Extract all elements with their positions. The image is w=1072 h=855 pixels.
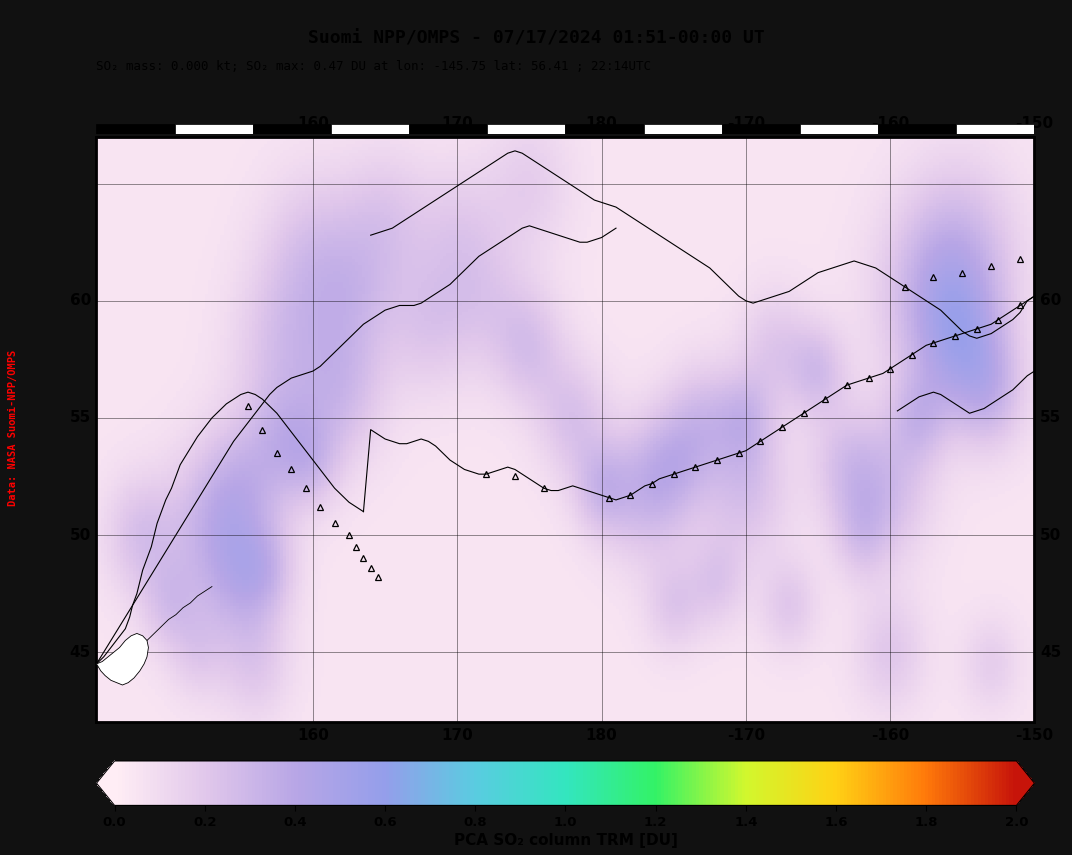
Text: SO₂ mass: 0.000 kt; SO₂ max: 0.47 DU at lon: -145.75 lat: 56.41 ; 22:14UTC: SO₂ mass: 0.000 kt; SO₂ max: 0.47 DU at … — [96, 60, 652, 73]
Bar — [253, 124, 331, 134]
Text: -170: -170 — [727, 728, 765, 743]
PathPatch shape — [1016, 761, 1034, 805]
Text: 45: 45 — [1040, 645, 1061, 660]
Text: 55: 55 — [1040, 410, 1061, 426]
Text: 170: 170 — [442, 728, 473, 743]
Bar — [956, 124, 1034, 134]
Text: -160: -160 — [872, 728, 909, 743]
Text: 170: 170 — [442, 116, 473, 132]
Bar — [721, 124, 800, 134]
Text: Suomi NPP/OMPS - 07/17/2024 01:51-00:00 UT: Suomi NPP/OMPS - 07/17/2024 01:51-00:00 … — [308, 30, 764, 48]
Text: 180: 180 — [585, 728, 617, 743]
Text: 60: 60 — [1040, 293, 1061, 309]
Bar — [488, 124, 566, 134]
Text: -150: -150 — [1015, 728, 1054, 743]
Text: 45: 45 — [70, 645, 91, 660]
Text: Data: NASA Suomi-NPP/OMPS: Data: NASA Suomi-NPP/OMPS — [8, 350, 18, 505]
Text: 160: 160 — [297, 116, 329, 132]
Text: 180: 180 — [585, 116, 617, 132]
Text: 160: 160 — [297, 728, 329, 743]
Bar — [566, 124, 643, 134]
Bar — [331, 124, 410, 134]
Text: -170: -170 — [727, 116, 765, 132]
Bar — [878, 124, 956, 134]
Text: 50: 50 — [70, 528, 91, 543]
Text: 60: 60 — [70, 293, 91, 309]
Bar — [800, 124, 878, 134]
Polygon shape — [96, 634, 148, 685]
Bar — [410, 124, 488, 134]
Bar — [643, 124, 721, 134]
Bar — [96, 124, 175, 134]
PathPatch shape — [96, 761, 115, 805]
Text: 55: 55 — [70, 410, 91, 426]
Bar — [175, 124, 253, 134]
Text: -150: -150 — [1015, 116, 1054, 132]
Text: -160: -160 — [872, 116, 909, 132]
X-axis label: PCA SO₂ column TRM [DU]: PCA SO₂ column TRM [DU] — [453, 833, 678, 848]
Text: 50: 50 — [1040, 528, 1061, 543]
